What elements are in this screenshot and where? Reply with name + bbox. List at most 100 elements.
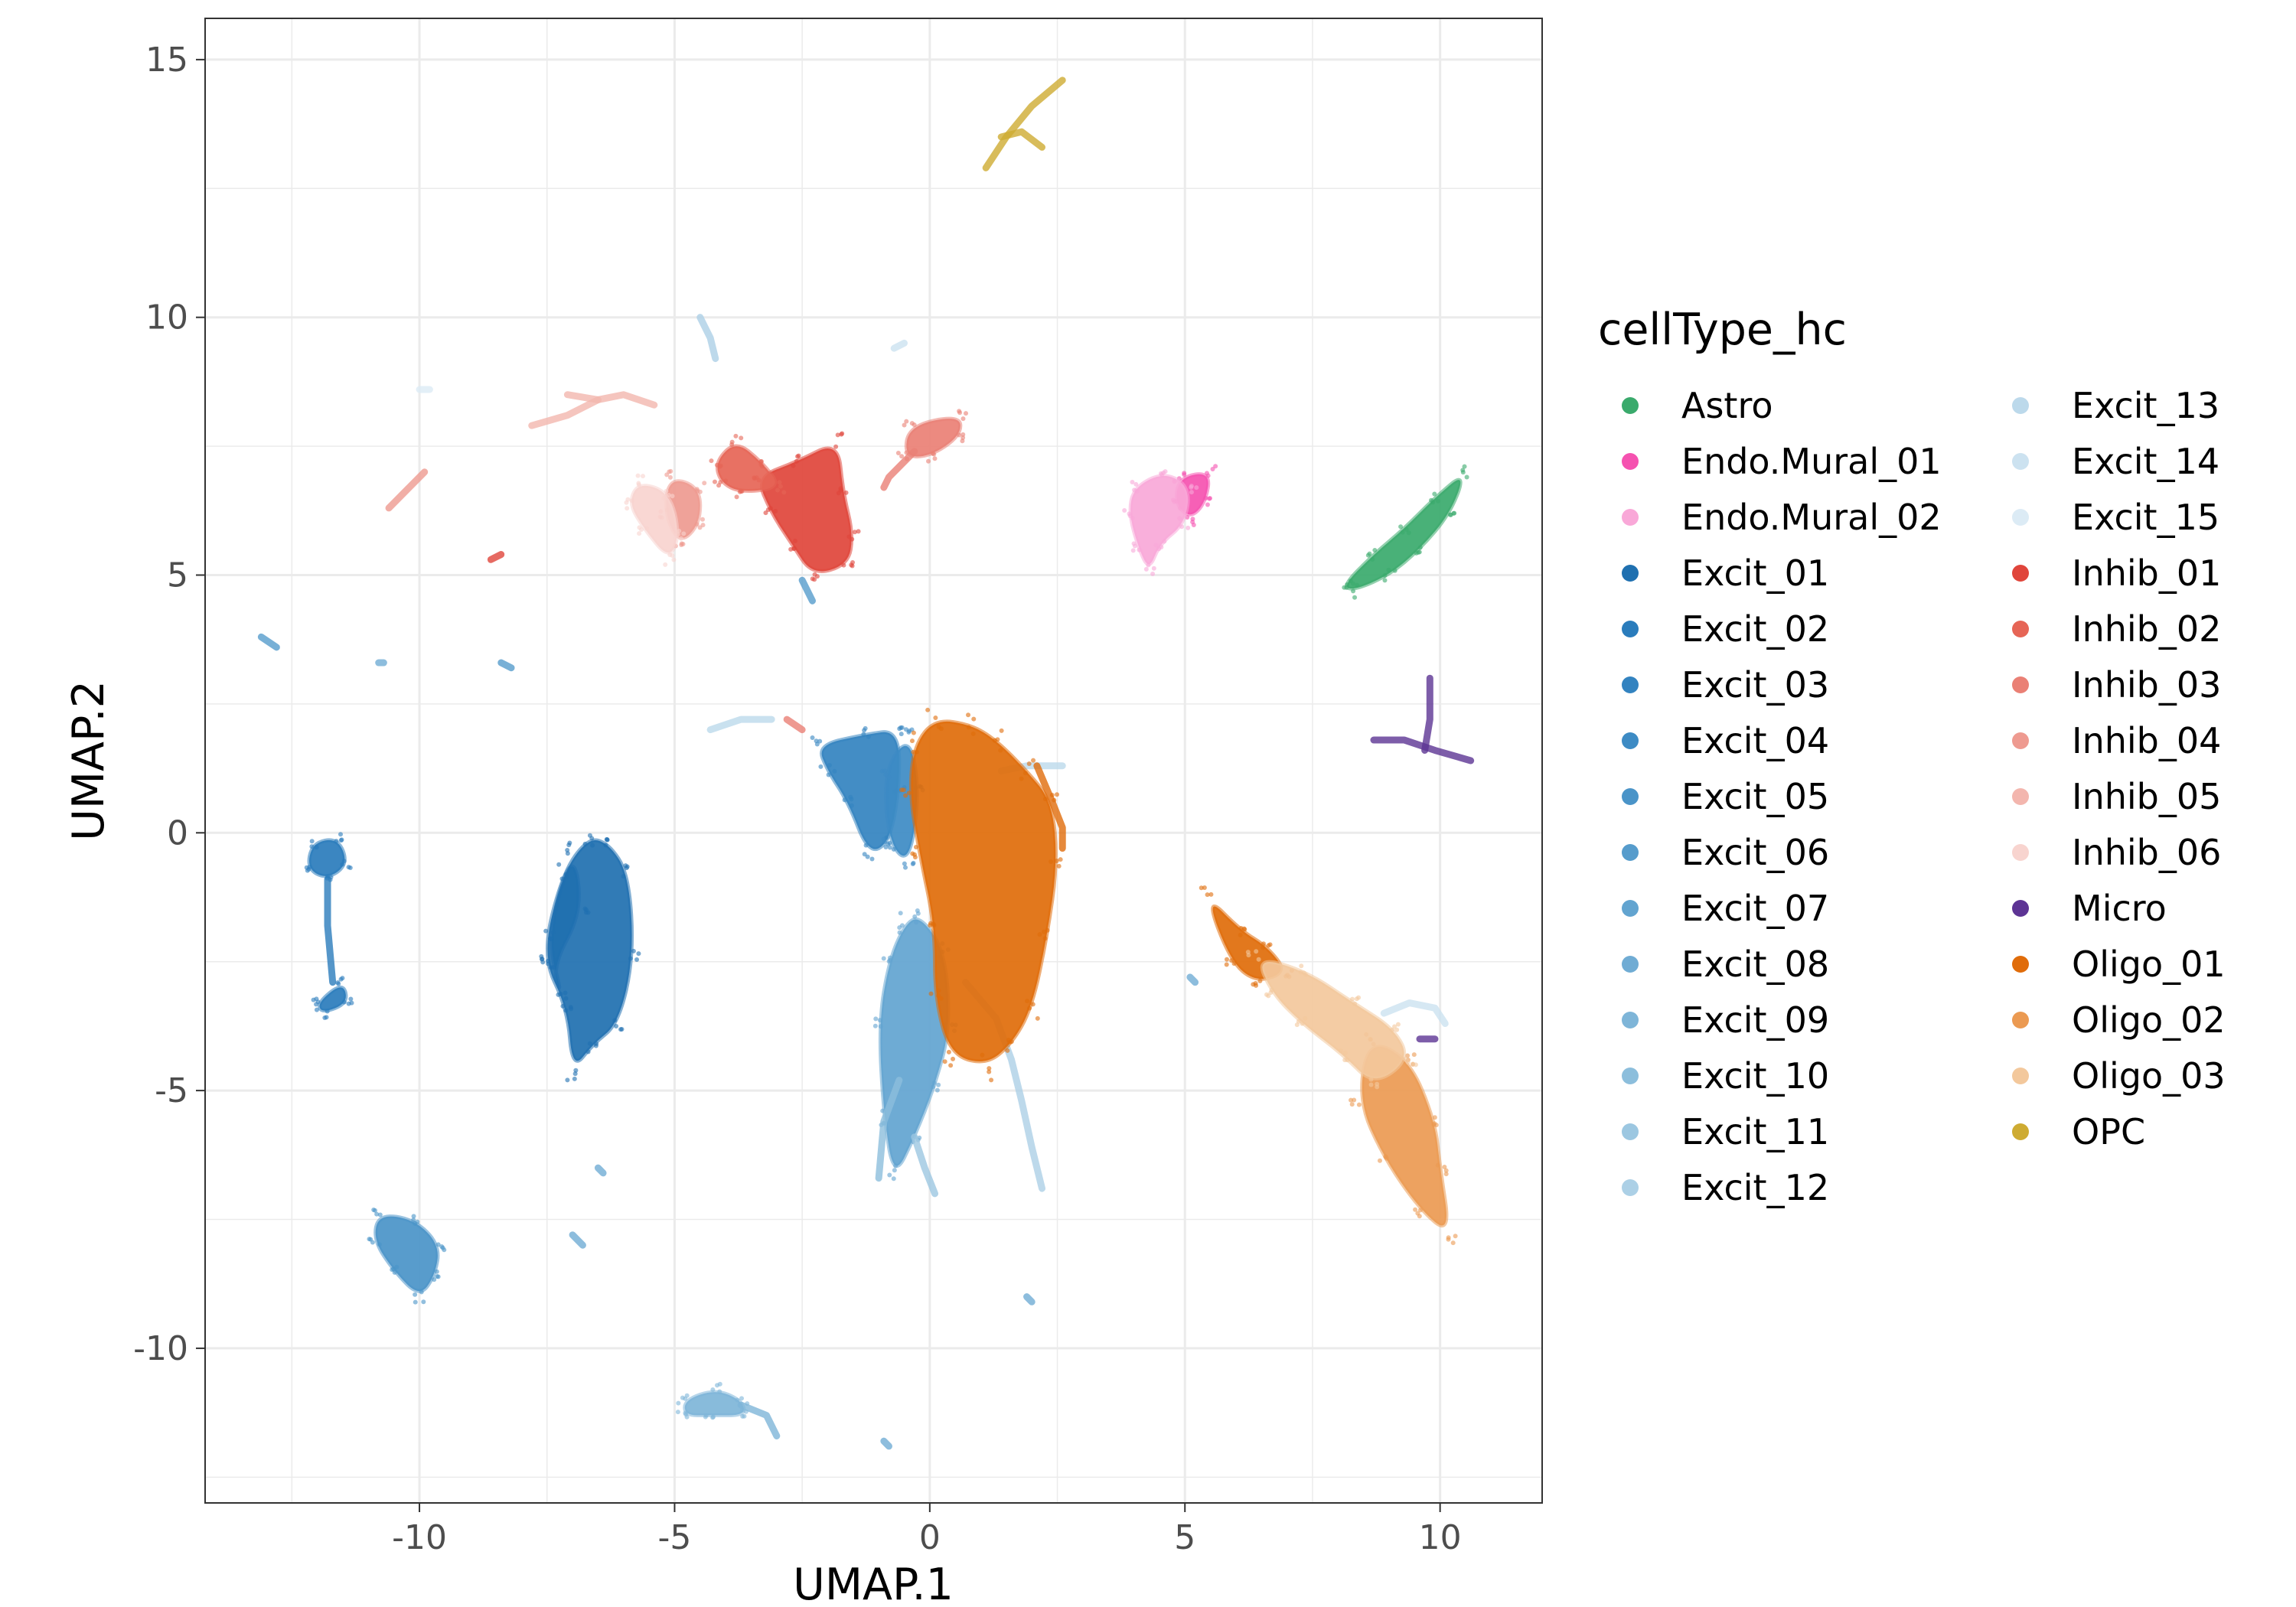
cluster-point-oligo-01: [1054, 859, 1059, 864]
cluster-point-excit-03: [869, 856, 875, 862]
cluster-point-excit-05: [394, 1264, 400, 1270]
cluster-point-inhib-06: [625, 497, 631, 502]
cluster-trail-excit-08: [594, 1164, 607, 1177]
plot-panel-border: [204, 18, 1543, 1504]
legend-swatch: [2012, 565, 2029, 582]
legend-swatch: [2012, 844, 2029, 861]
x-axis-title: UMAP.1: [793, 1560, 954, 1607]
cluster-point-oligo-01: [995, 737, 1000, 742]
cluster-point-inhib-01: [850, 559, 856, 565]
cluster-point-astro: [1460, 470, 1466, 475]
cluster-point-oligo-03: [1375, 1084, 1380, 1090]
cluster-point-inhib-03: [909, 421, 915, 426]
cluster-point-oligo-03: [1298, 970, 1303, 975]
cluster-point-excit-02: [338, 832, 344, 837]
cluster-point-oligo-01: [1045, 927, 1050, 933]
cluster-point-inhib-03: [960, 416, 966, 422]
cluster-point-oligo-02: [1417, 1208, 1423, 1213]
cluster-point-oligo-01: [1231, 961, 1237, 966]
cluster-endo-mural-02: [1128, 474, 1190, 566]
cluster-point-excit-05: [377, 1212, 383, 1217]
cluster-point-excit-05: [411, 1214, 416, 1219]
legend-swatch: [1622, 788, 1639, 805]
legend-label: Micro: [2072, 888, 2167, 929]
cluster-point-oligo-02: [1450, 1240, 1456, 1246]
cluster-point-excit-01: [556, 992, 561, 997]
cluster-point-endo-mural-02: [1151, 566, 1156, 571]
cluster-trail-excit-06: [257, 633, 280, 651]
cluster-point-inhib-02: [759, 464, 765, 469]
cluster-point-excit-02: [334, 839, 339, 844]
cluster-point-oligo-03: [1256, 957, 1261, 962]
cluster-point-excit-01: [589, 836, 595, 841]
legend-swatch: [1622, 956, 1639, 973]
cluster-point-inhib-02: [709, 458, 714, 464]
cluster-point-oligo-01: [1261, 945, 1266, 950]
legend-label: Excit_07: [1681, 888, 1829, 929]
cluster-point-excit-01: [573, 1068, 579, 1073]
cluster-point-oligo-01: [966, 712, 971, 718]
cluster-point-excit-01: [605, 837, 610, 843]
cluster-point-inhib-01: [793, 538, 798, 543]
cluster-point-inhib-01: [763, 510, 768, 516]
cluster-point-astro: [1464, 474, 1469, 480]
y-tick-label: 5: [167, 556, 188, 595]
cluster-point-inhib-06: [661, 495, 667, 500]
legend-label: Excit_10: [1681, 1055, 1829, 1097]
cluster-point-inhib-06: [666, 493, 671, 498]
cluster-point-inhib-01: [846, 534, 852, 539]
cluster-point-oligo-03: [1300, 1021, 1305, 1026]
cluster-point-inhib-06: [664, 488, 669, 494]
cluster-point-oligo-01: [1026, 761, 1032, 767]
cluster-trail-excit-14: [1380, 999, 1449, 1028]
cluster-point-oligo-01: [946, 1049, 951, 1054]
cluster-point-oligo-02: [1443, 1168, 1449, 1173]
cluster-point-oligo-01: [903, 793, 908, 798]
legend-label: Excit_12: [1681, 1167, 1829, 1208]
legend-swatch: [2012, 397, 2029, 414]
cluster-point-oligo-02: [1405, 1053, 1411, 1058]
cluster-point-excit-01: [548, 965, 553, 970]
cluster-point-oligo-01: [914, 749, 919, 755]
cluster-point-inhib-03: [957, 432, 962, 438]
cluster-point-excit-09: [684, 1393, 690, 1398]
cluster-point-inhib-01: [840, 431, 845, 436]
cluster-point-excit-03: [865, 854, 870, 859]
cluster-point-oligo-02: [1411, 1052, 1417, 1058]
legend-swatch: [2012, 900, 2029, 917]
cluster-point-excit-01: [563, 1008, 569, 1013]
cluster-point-excit-09: [717, 1381, 722, 1387]
cluster-point-excit-01: [612, 1018, 618, 1023]
cluster-trail-excit-06: [798, 576, 816, 605]
cluster-point-inhib-06: [681, 531, 687, 536]
cluster-point-excit-07: [872, 1023, 878, 1028]
cluster-point-inhib-06: [670, 494, 675, 499]
cluster-point-oligo-01: [933, 715, 938, 721]
cluster-point-excit-01: [547, 936, 553, 941]
legend-label: Excit_15: [2072, 497, 2219, 538]
cluster-point-inhib-02: [778, 484, 783, 489]
cluster-point-excit-04: [883, 772, 889, 777]
cluster-point-excit-05: [370, 1240, 375, 1245]
legend-label: Astro: [1681, 385, 1773, 426]
cluster-point-excit-07: [893, 1163, 899, 1169]
legend-swatch: [1622, 621, 1639, 637]
point-clouds: [257, 77, 1475, 1450]
cluster-point-excit-01: [565, 851, 570, 856]
legend-label: Excit_05: [1681, 776, 1829, 817]
cluster-point-oligo-01: [1031, 758, 1036, 763]
cluster-point-oligo-02: [1356, 1102, 1362, 1107]
cluster-point-excit-07: [878, 1024, 883, 1029]
legend-item-excit-08: Excit_08: [1622, 944, 1829, 985]
cluster-point-excit-01: [593, 1043, 598, 1048]
cluster-point-oligo-03: [1352, 1001, 1358, 1006]
cluster-point-oligo-01: [1058, 857, 1063, 862]
cluster-trail-excit-08: [880, 1437, 892, 1450]
cluster-point-oligo-03: [1405, 1060, 1411, 1065]
cluster-point-inhib-01: [812, 577, 817, 582]
cluster-point-oligo-01: [1199, 885, 1204, 891]
cluster-point-inhib-02: [781, 490, 787, 495]
cluster-point-oligo-03: [1268, 990, 1274, 996]
cluster-point-excit-03: [899, 725, 905, 730]
cluster-point-inhib-04: [697, 489, 703, 494]
